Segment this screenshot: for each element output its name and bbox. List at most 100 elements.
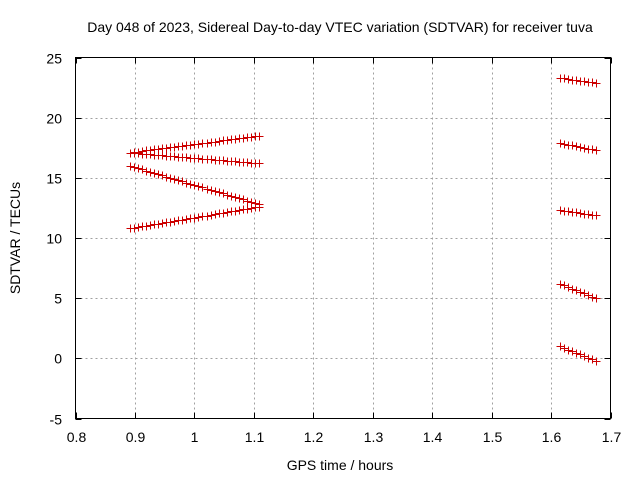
data-point: [194, 140, 203, 149]
data-point: [170, 152, 179, 161]
data-point: [227, 192, 236, 201]
data-point: [255, 159, 264, 168]
data-point: [576, 209, 585, 218]
data-point: [198, 183, 207, 192]
x-axis-label: GPS time / hours: [287, 457, 394, 473]
data-point: [190, 181, 199, 190]
data-point: [556, 206, 565, 215]
chart-title: Day 048 of 2023, Sidereal Day-to-day VTE…: [87, 19, 593, 35]
data-point: [231, 193, 240, 202]
data-point: [215, 188, 224, 197]
data-point: [134, 149, 143, 158]
data-point: [592, 79, 601, 88]
data-point: [223, 208, 232, 217]
x-tick-label: 1: [191, 429, 199, 445]
y-tick-label: 15: [46, 171, 62, 187]
x-tick-label: 1.2: [304, 429, 324, 445]
data-point: [576, 288, 585, 297]
data-point: [186, 141, 195, 150]
data-point: [194, 182, 203, 191]
data-point: [588, 145, 597, 154]
data-point: [580, 77, 589, 86]
x-tick-label: 0.8: [67, 429, 87, 445]
data-point: [239, 134, 248, 143]
data-point: [130, 163, 139, 172]
data-point: [572, 208, 581, 217]
data-point: [162, 144, 171, 153]
data-point: [560, 281, 569, 290]
data-markers: [126, 74, 601, 366]
data-point: [588, 78, 597, 87]
data-point: [203, 185, 212, 194]
series-arc-3: [126, 162, 264, 209]
data-point: [235, 206, 244, 215]
data-point: [243, 205, 252, 214]
data-point: [584, 210, 593, 219]
data-point: [211, 138, 220, 147]
y-tick-label: 10: [46, 231, 62, 247]
data-point: [203, 212, 212, 221]
data-point: [178, 177, 187, 186]
data-point: [207, 155, 216, 164]
data-point: [243, 158, 252, 167]
data-point: [247, 133, 256, 142]
data-point: [166, 218, 175, 227]
series-arc-9: [556, 342, 601, 366]
data-point: [560, 344, 569, 353]
series-arc-6: [556, 139, 601, 155]
series-arc-8: [556, 280, 601, 303]
data-point: [207, 211, 216, 220]
data-point: [588, 355, 597, 364]
data-point: [572, 349, 581, 358]
data-point: [166, 174, 175, 183]
data-point: [556, 139, 565, 148]
data-point: [142, 167, 151, 176]
data-point: [572, 142, 581, 151]
y-tick-label: 25: [46, 51, 62, 67]
data-point: [207, 186, 216, 195]
data-point: [215, 137, 224, 146]
data-point: [178, 142, 187, 151]
x-tick-label: 1.4: [423, 429, 443, 445]
series-arc-2: [126, 149, 264, 168]
y-tick-label: -5: [50, 412, 63, 428]
data-point: [146, 150, 155, 159]
x-tick-label: 1.6: [542, 429, 562, 445]
data-point: [592, 211, 601, 220]
data-point: [235, 194, 244, 203]
data-point: [560, 74, 569, 83]
data-point: [231, 135, 240, 144]
data-point: [580, 144, 589, 153]
data-point: [592, 357, 601, 366]
data-point: [568, 347, 577, 356]
data-point: [211, 187, 220, 196]
y-tick-label: 0: [54, 351, 62, 367]
data-point: [556, 342, 565, 351]
y-tick-label: 20: [46, 111, 62, 127]
data-point: [154, 170, 163, 179]
data-point: [588, 293, 597, 302]
data-point: [223, 191, 232, 200]
data-point: [564, 346, 573, 355]
data-point: [223, 136, 232, 145]
data-point: [564, 207, 573, 216]
data-point: [564, 283, 573, 292]
data-point: [170, 217, 179, 226]
data-point: [255, 132, 264, 141]
data-point: [170, 175, 179, 184]
series-arc-5: [556, 74, 601, 88]
data-point: [174, 176, 183, 185]
data-point: [219, 209, 228, 218]
data-point: [219, 189, 228, 198]
data-point: [231, 157, 240, 166]
data-point: [154, 220, 163, 229]
data-point: [158, 171, 167, 180]
data-point: [255, 203, 264, 212]
data-point: [592, 146, 601, 155]
data-point: [182, 215, 191, 224]
data-point: [194, 154, 203, 163]
data-point: [186, 180, 195, 189]
data-point: [564, 75, 573, 84]
data-point: [572, 76, 581, 85]
